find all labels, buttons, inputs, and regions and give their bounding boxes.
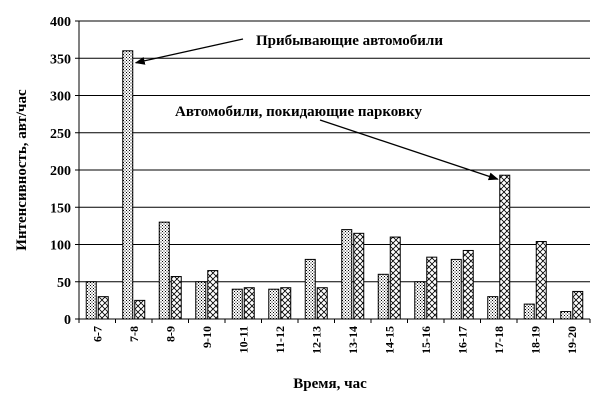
y-tick-label: 150 [50,201,71,216]
bar-s1-14-15 [389,236,401,320]
annotation-leaving: Автомобили, покидающие парковку [175,104,422,120]
bar-s0-12-13 [304,258,316,320]
bar-s1-11-12 [280,287,292,320]
bar-s1-12-13 [316,287,328,320]
x-tick-labels: 6-7 7-8 8-9 9-10 10-11 11-12 12-13 13-14 14-15 15… [78,319,591,354]
y-tick-label: 250 [50,127,71,142]
y-tick-label: 400 [50,15,71,30]
x-tick-label: 10-11 [236,326,250,353]
x-tick-label: 14-15 [382,326,396,354]
x-tick-label: 17-18 [492,326,506,354]
annotation-arriving-arrow [134,38,244,65]
annotations: Прибывающие автомобили Автомобили, покид… [134,33,499,181]
bar-s0-9-10 [195,281,207,320]
x-tick-label: 8-9 [163,326,177,342]
bar-s0-13-14 [341,229,353,320]
x-tick-label: 18-19 [528,326,542,354]
annotation-arriving: Прибывающие автомобили [256,33,443,49]
y-tick-label: 50 [57,276,71,291]
bar-s1-6-7 [97,296,109,320]
x-tick-label: 16-17 [455,326,469,354]
y-tick-labels: 0 50 100 150 200 250 300 350 400 [50,15,71,328]
bar-s0-10-11 [231,288,243,320]
bar-s0-6-7 [85,281,97,320]
y-tick-label: 350 [50,52,71,67]
x-tick-label: 9-10 [200,326,214,348]
bar-s1-19-20 [572,290,584,320]
bar-s1-10-11 [243,287,255,320]
x-tick-label: 7-8 [127,326,141,342]
bar-s1-17-18 [499,174,511,320]
bar-s0-8-9 [158,221,170,320]
bar-s1-7-8 [134,299,146,320]
y-tick-label: 300 [50,90,71,105]
bar-s1-15-16 [426,256,438,320]
bar-s0-18-19 [523,303,535,320]
bar-s0-16-17 [450,258,462,320]
bar-s0-14-15 [377,273,389,320]
annotation-leaving-arrow [319,119,499,181]
bar-s1-16-17 [462,249,474,320]
bars [85,50,584,320]
x-tick-label: 11-12 [273,326,287,353]
bar-s1-9-10 [207,270,219,320]
bar-s0-19-20 [560,311,572,320]
bar-s1-18-19 [535,241,547,320]
x-tick-label: 15-16 [419,326,433,354]
x-axis-title: Время, час [293,376,367,392]
x-tick-label: 6-7 [90,326,104,342]
bar-s0-11-12 [268,288,280,320]
bar-s1-8-9 [170,276,182,320]
y-tick-label: 200 [50,164,71,179]
bar-s1-13-14 [353,232,365,320]
y-tick-label: 0 [64,313,71,328]
y-tick-label: 100 [50,239,71,254]
bar-s0-7-8 [122,50,134,320]
bar-s0-17-18 [487,296,499,320]
x-tick-label: 12-13 [309,326,323,354]
bar-s0-15-16 [414,281,426,320]
x-tick-label: 19-20 [565,326,579,354]
gridlines [75,20,590,320]
y-axis-title: Интенсивность, авт/час [14,89,30,251]
x-tick-label: 13-14 [346,326,360,354]
